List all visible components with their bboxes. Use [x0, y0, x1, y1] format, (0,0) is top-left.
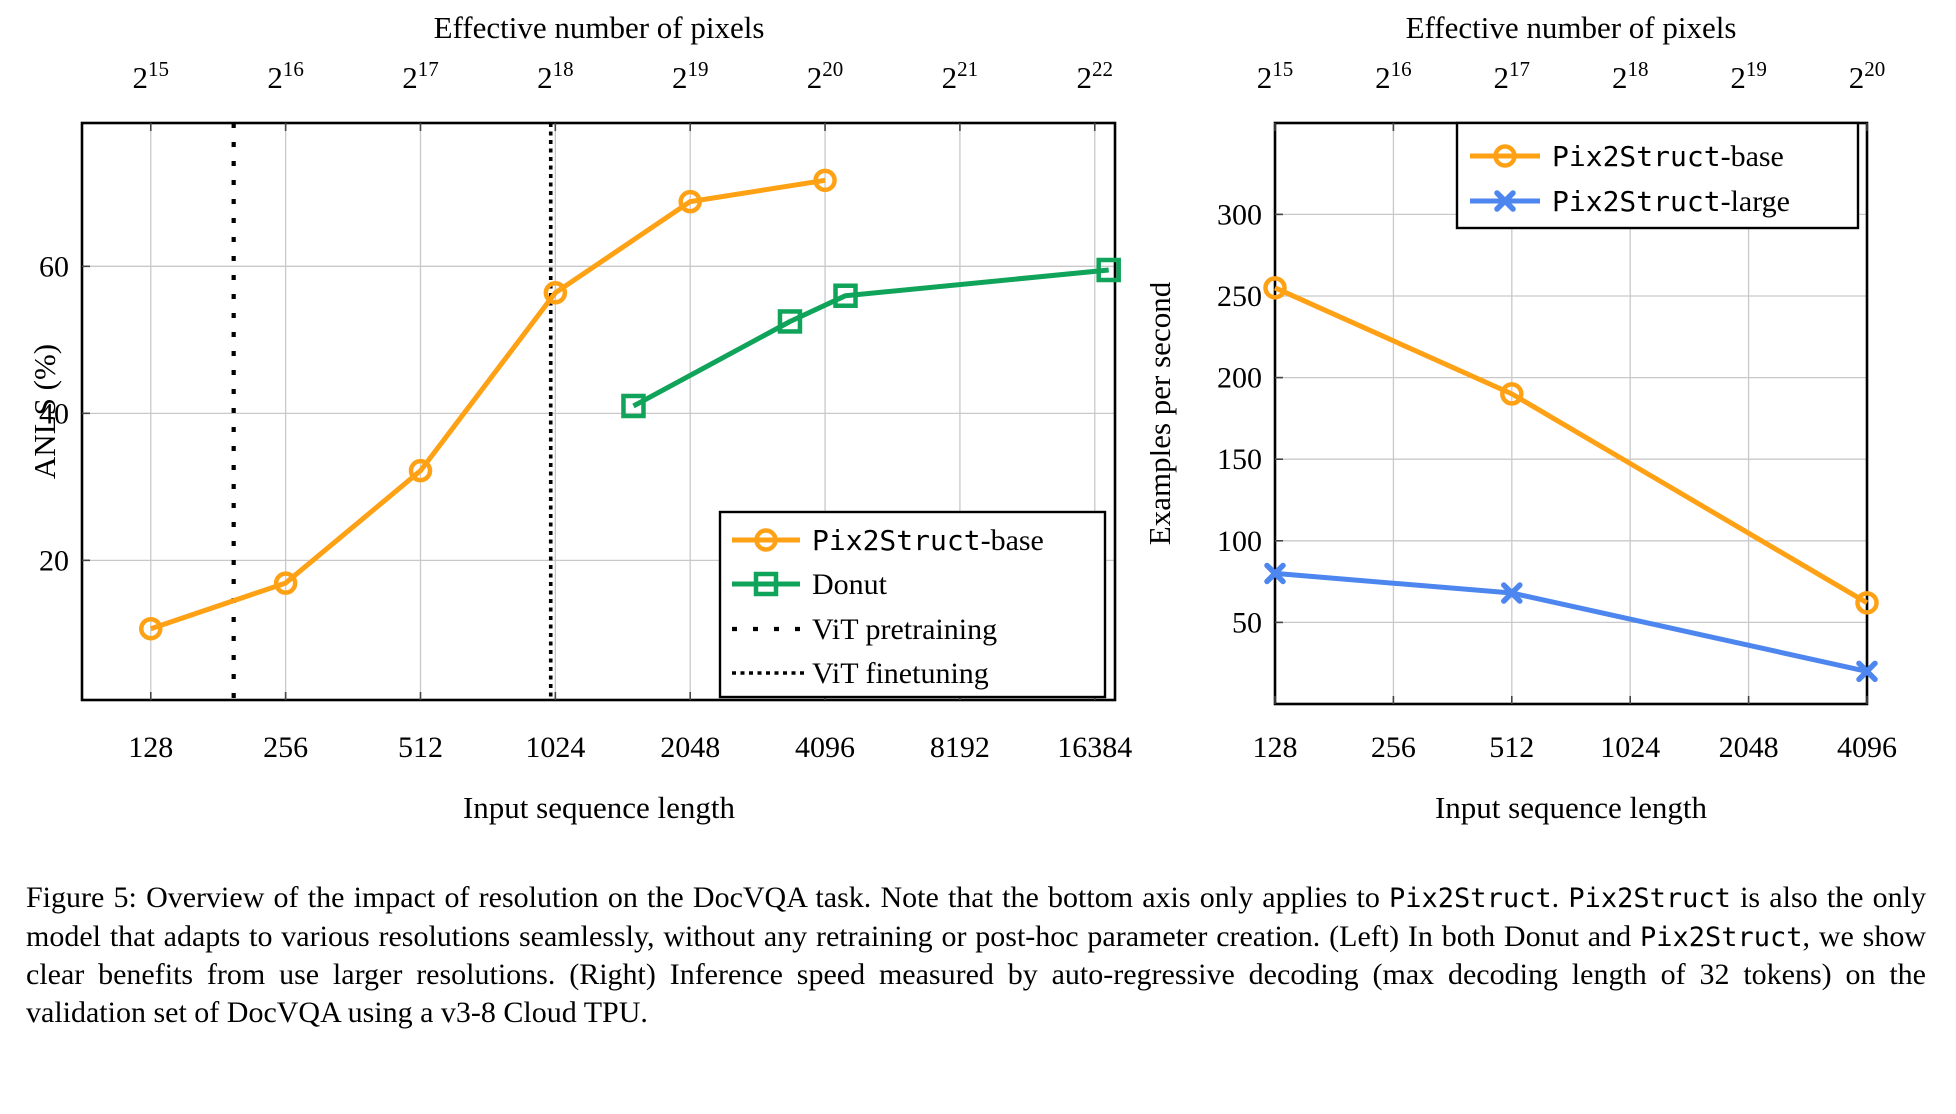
x-tick-labels: 128 256 512 1024 2048 4096 [1253, 731, 1898, 764]
y-tick-labels: 50 100 150 200 250 300 [1217, 198, 1262, 639]
square-marker [777, 309, 803, 334]
series-line-Donut [632, 267, 1109, 409]
tick-marks [82, 123, 1096, 700]
right-chart-speed: Effective number of pixels 215 216 217 218 21… [1142, 0, 1956, 835]
y-tick-labels: 20 40 60 [39, 250, 69, 577]
svg-text:8192: 8192 [930, 731, 990, 764]
square-marker [833, 283, 858, 308]
svg-text:219: 219 [672, 57, 709, 95]
circle-marker [1855, 591, 1879, 615]
circle-marker [1493, 144, 1517, 168]
svg-text:50: 50 [1232, 606, 1262, 639]
svg-text:4096: 4096 [1837, 731, 1897, 764]
x-marker [1494, 190, 1516, 212]
figure-caption: Figure 5: Overview of the impact of reso… [26, 879, 1926, 1031]
caption-segment: . [1551, 881, 1569, 914]
caption-segment: is also the only model that adapts to va… [26, 881, 1927, 953]
svg-text:218: 218 [1612, 57, 1649, 95]
svg-text:220: 220 [1849, 57, 1886, 95]
svg-text:220: 220 [807, 57, 844, 95]
x-axis-label: Input sequence length [1435, 790, 1708, 825]
svg-text:215: 215 [133, 57, 170, 95]
svg-text:256: 256 [263, 731, 308, 764]
svg-text:1024: 1024 [1600, 731, 1660, 764]
legend-label: ViT pretraining [812, 613, 997, 646]
top-tick-labels: 215 216 217 218 219 220 [1257, 57, 1886, 95]
legend-label: Pix2Struct-base [1552, 140, 1784, 173]
y-axis-label: ANLS (%) [27, 344, 62, 479]
series-markers-Pix2Struct-large [1264, 562, 1878, 683]
x-marker [1264, 562, 1286, 585]
top-axis-title: Effective number of pixels [1406, 10, 1737, 45]
caption-segment: , we show clear benefits from use larger… [26, 919, 1927, 1029]
circle-marker [1263, 276, 1287, 300]
svg-text:215: 215 [1257, 57, 1294, 95]
svg-text:222: 222 [1077, 57, 1114, 95]
svg-text:60: 60 [39, 250, 69, 283]
circle-marker [1500, 382, 1524, 406]
svg-text:40: 40 [39, 397, 69, 430]
circle-marker [139, 616, 163, 641]
circle-marker [754, 528, 778, 552]
svg-text:150: 150 [1217, 443, 1262, 476]
svg-text:16384: 16384 [1057, 731, 1132, 764]
x-axis-label: Input sequence length [463, 790, 736, 825]
svg-text:200: 200 [1217, 362, 1262, 395]
left-chart-anls: Effective number of pixels 215 216 217 218 21… [0, 0, 1150, 835]
circle-marker [273, 571, 298, 595]
series-line-Pix2Struct-base [1273, 285, 1869, 605]
x-tick-labels: 128 256 512 1024 2048 4096 8192 16384 [128, 731, 1132, 764]
svg-text:4096: 4096 [795, 731, 855, 764]
svg-text:512: 512 [398, 731, 443, 764]
circle-marker [408, 458, 433, 483]
square-marker [1096, 257, 1121, 283]
series-markers-Donut [621, 257, 1121, 419]
legend-label: Pix2Struct-large [1552, 185, 1790, 218]
caption-segment: Pix2Struct [1639, 921, 1803, 953]
caption-segment: Pix2Struct [1568, 883, 1731, 914]
legend: Pix2Struct-base Donut ViT pretraining ViT f… [718, 510, 1107, 699]
svg-text:512: 512 [1489, 731, 1534, 764]
y-axis-label: Examples per second [1150, 281, 1177, 545]
legend-label: Donut [812, 568, 888, 601]
x-marker [1501, 582, 1523, 604]
series-markers-Pix2Struct-base [1263, 276, 1879, 615]
svg-text:2048: 2048 [1719, 731, 1779, 764]
svg-text:128: 128 [128, 731, 173, 764]
svg-text:216: 216 [267, 57, 304, 95]
svg-text:221: 221 [942, 57, 979, 95]
svg-text:20: 20 [39, 544, 69, 577]
legend: Pix2Struct-base Pix2Struct-large [1455, 121, 1860, 230]
legend-label: ViT finetuning [812, 657, 989, 690]
svg-text:300: 300 [1217, 198, 1262, 231]
circle-marker [678, 189, 702, 214]
svg-text:250: 250 [1217, 280, 1262, 313]
svg-text:256: 256 [1371, 731, 1416, 764]
svg-text:219: 219 [1730, 57, 1767, 95]
svg-text:217: 217 [1494, 57, 1531, 95]
circle-marker [543, 281, 568, 305]
series-markers-Pix2Struct-base [139, 168, 837, 641]
svg-text:218: 218 [537, 57, 574, 95]
plot-border [80, 121, 1117, 702]
top-tick-labels: 215 216 217 218 219 220 221 222 [133, 57, 1113, 95]
x-marker [1856, 660, 1878, 683]
svg-text:217: 217 [402, 57, 439, 95]
series-line-Pix2Struct-base [149, 177, 826, 632]
square-marker [753, 571, 779, 597]
circle-marker [813, 168, 837, 193]
svg-text:216: 216 [1375, 57, 1412, 95]
legend-label: Pix2Struct-base [812, 524, 1044, 557]
caption-segment: Figure 5: Overview of the impact of reso… [26, 881, 1390, 914]
caption-segment: Pix2Struct [1389, 883, 1552, 914]
top-axis-title: Effective number of pixels [434, 10, 765, 45]
svg-text:100: 100 [1217, 525, 1262, 558]
svg-text:128: 128 [1253, 731, 1298, 764]
svg-text:1024: 1024 [525, 731, 585, 764]
svg-text:2048: 2048 [660, 731, 720, 764]
square-marker [621, 393, 646, 419]
